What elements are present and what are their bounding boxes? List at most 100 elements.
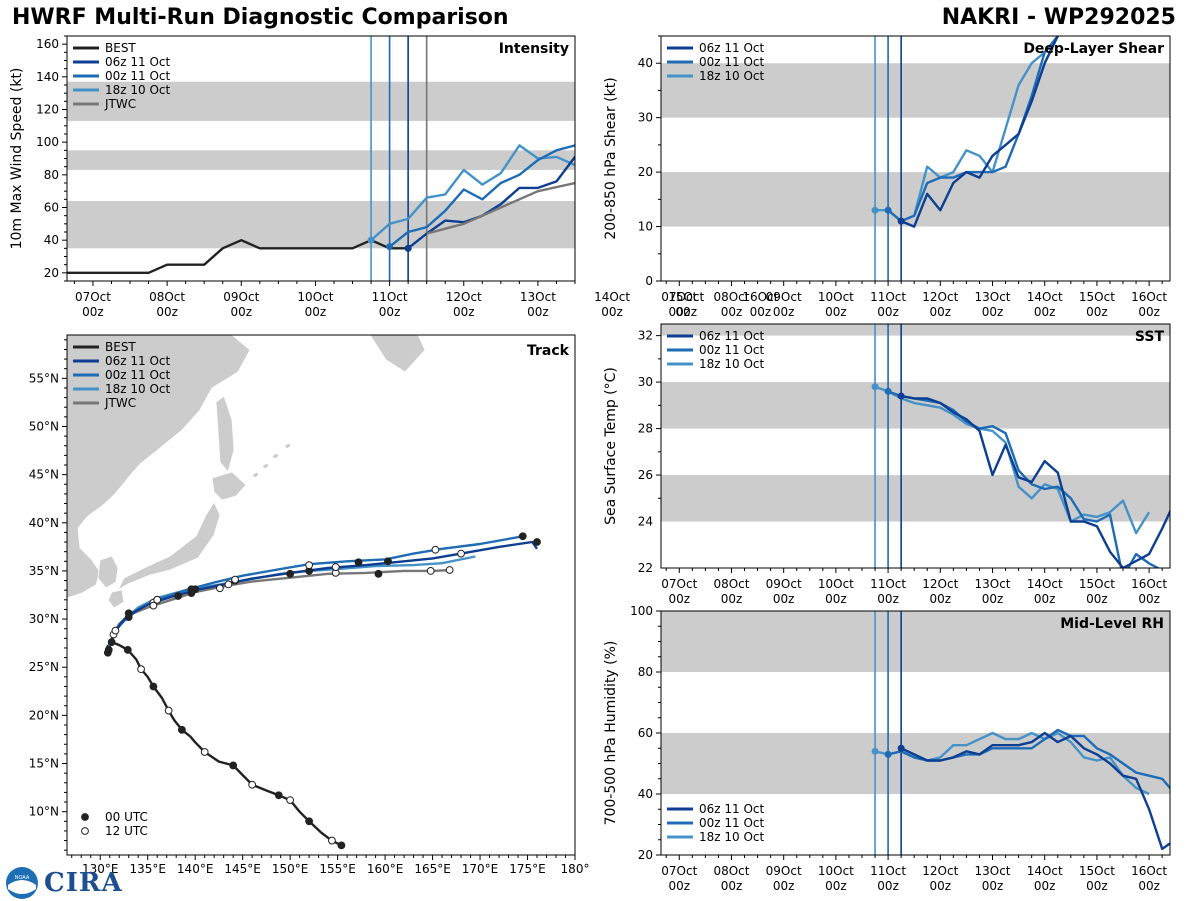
track-line-jtwc bbox=[108, 568, 452, 645]
legend-label-06z-11-oct: 06z 11 Oct bbox=[699, 802, 765, 816]
x-tick-label-hour: 00z bbox=[773, 592, 795, 606]
x-tick-label-date: 09Oct bbox=[766, 864, 802, 878]
x-tick-label-hour: 00z bbox=[1086, 879, 1108, 893]
track-marker-00utc bbox=[274, 791, 283, 800]
asia-mainland-shape bbox=[67, 335, 251, 599]
x-tick-label-hour: 00z bbox=[1138, 592, 1160, 606]
x-tick-label-date: 10Oct bbox=[297, 290, 333, 304]
y-tick-label: 10 bbox=[638, 220, 653, 234]
track-marker-00utc bbox=[337, 841, 346, 850]
lat-tick-label: 35°N bbox=[29, 564, 59, 578]
x-tick-label-date: 14Oct bbox=[1027, 290, 1063, 304]
honshu-shape bbox=[117, 501, 221, 592]
x-tick-label-date: 16Oct bbox=[742, 290, 778, 304]
y-tick-label: 80 bbox=[638, 665, 653, 679]
y-tick-label: 30 bbox=[638, 375, 653, 389]
track-marker-00utc bbox=[384, 557, 392, 566]
y-tick-label: 22 bbox=[638, 561, 653, 575]
x-tick-label-hour: 00z bbox=[230, 305, 252, 319]
x-tick-label-date: 10Oct bbox=[818, 864, 854, 878]
legend-label-18z-10-oct: 18z 10 Oct bbox=[699, 830, 765, 844]
init-time-lines bbox=[370, 36, 428, 281]
legend-label-06z-11-oct: 06z 11 Oct bbox=[105, 55, 171, 69]
track-marker-00utc bbox=[305, 817, 314, 826]
x-tick-label-hour: 00z bbox=[721, 305, 743, 319]
lon-tick-label: 145°E bbox=[224, 862, 261, 876]
x-tick-label-date: 13Oct bbox=[974, 290, 1010, 304]
lat-tick-label: 40°N bbox=[29, 516, 59, 530]
y-tick-label: 0 bbox=[645, 274, 653, 288]
x-tick-label-hour: 00z bbox=[877, 592, 899, 606]
series-line-06z-11-oct bbox=[900, 36, 1060, 228]
init-point-06z-11-oct bbox=[897, 392, 905, 400]
lon-tick-label: 155°E bbox=[319, 862, 356, 876]
x-tick-label-hour: 00z bbox=[930, 305, 952, 319]
y-tick-label: 80 bbox=[44, 168, 59, 182]
noaa-logo: NOAA bbox=[6, 867, 38, 899]
init-point-00z-11-oct bbox=[884, 206, 892, 214]
lon-tick-label: 180° bbox=[561, 862, 590, 876]
x-tick-label-date: 15Oct bbox=[1079, 290, 1115, 304]
series-line-18z-10-oct bbox=[874, 385, 1151, 535]
plot-frame bbox=[660, 610, 1171, 856]
lon-tick-label: 135°E bbox=[129, 862, 166, 876]
threshold-bands bbox=[661, 63, 1170, 227]
intensity-panel: 2040608010012014016007Oct00z08Oct00z09Oc… bbox=[9, 35, 779, 319]
x-tick-label-date: 08Oct bbox=[713, 577, 749, 591]
track-panel: 130°E 135°E 140°E 145°E 150°E 155°E 160°E 165°E… bbox=[29, 334, 590, 876]
track-marker-12utc bbox=[328, 836, 336, 845]
x-tick-label-date: 12Oct bbox=[922, 290, 958, 304]
lat-tick-label: 20°N bbox=[29, 708, 59, 722]
track-marker-00utc bbox=[107, 638, 116, 647]
track-marker-00utc bbox=[177, 725, 186, 734]
x-tick-label-hour: 00z bbox=[930, 879, 952, 893]
x-tick-label-hour: 00z bbox=[982, 879, 1004, 893]
x-tick-label-hour: 00z bbox=[825, 305, 847, 319]
lat-tick-label: 15°N bbox=[29, 757, 59, 771]
threshold-band bbox=[661, 611, 1170, 672]
kyushu-shape bbox=[107, 589, 125, 609]
track-marker-00utc bbox=[174, 592, 182, 600]
x-tick-label-hour: 00z bbox=[750, 305, 772, 319]
x-tick-label-date: 11Oct bbox=[870, 290, 906, 304]
legend-label-18z-10-oct: 18z 10 Oct bbox=[105, 83, 171, 97]
plot-frame bbox=[66, 334, 576, 856]
x-tick-label-date: 12Oct bbox=[922, 864, 958, 878]
x-tick-label-date: 08Oct bbox=[713, 290, 749, 304]
track-marker-12utc bbox=[215, 584, 224, 593]
y-tick-label: 20 bbox=[638, 848, 653, 862]
track-marker-12utc bbox=[231, 575, 239, 584]
lon-tick-label: 170°E bbox=[462, 862, 499, 876]
panel-title: SST bbox=[1135, 329, 1165, 345]
lat-tick-label: 10°N bbox=[29, 805, 59, 819]
init-time-lines bbox=[874, 36, 902, 281]
track-line-best bbox=[104, 641, 342, 847]
init-point-06z-11-oct bbox=[897, 217, 905, 225]
x-tick-label-date: 07Oct bbox=[661, 577, 697, 591]
rh-panel: 2040608010007Oct00z08Oct00z09Oct00z10Oct… bbox=[603, 604, 1171, 893]
x-tick-label-hour: 00z bbox=[668, 592, 690, 606]
x-tick-label-hour: 00z bbox=[601, 305, 623, 319]
track-marker-12utc bbox=[426, 567, 435, 575]
x-tick-label-hour: 00z bbox=[982, 592, 1004, 606]
panel-title: Deep-Layer Shear bbox=[1023, 41, 1164, 57]
track-marker-00utc bbox=[149, 682, 158, 691]
plot-frame bbox=[660, 35, 1171, 282]
marker-legend-00utc-dot bbox=[81, 813, 89, 821]
x-tick-label-date: 07Oct bbox=[661, 290, 697, 304]
logo: NOAA CIRA bbox=[4, 865, 123, 901]
track-marker-12utc bbox=[457, 549, 465, 558]
init-time-lines bbox=[874, 324, 902, 568]
x-tick-label-date: 10Oct bbox=[818, 577, 854, 591]
lon-tick-label: 160°E bbox=[367, 862, 404, 876]
track-marker-00utc bbox=[187, 589, 196, 597]
x-tick-label-date: 14Oct bbox=[1027, 577, 1063, 591]
y-tick-label: 120 bbox=[36, 103, 59, 117]
threshold-band bbox=[661, 733, 1170, 794]
x-tick-label-hour: 00z bbox=[156, 305, 178, 319]
x-tick-label-date: 08Oct bbox=[713, 864, 749, 878]
track-marker-00utc bbox=[533, 538, 541, 546]
